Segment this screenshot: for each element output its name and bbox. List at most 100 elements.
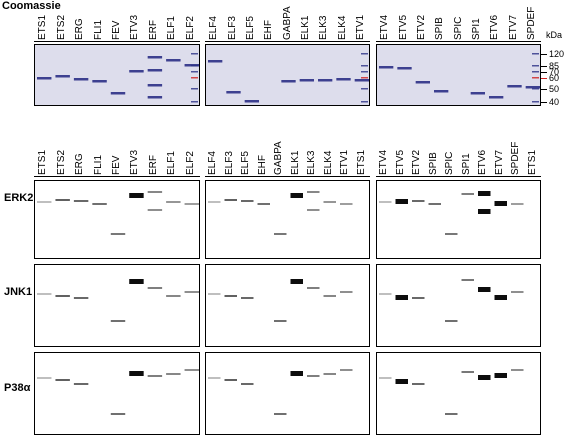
- blot-band: [55, 379, 70, 381]
- blot-band: [208, 293, 221, 295]
- blot-row-label-2: JNK1: [4, 286, 33, 298]
- coomassie-gel-2: [205, 44, 370, 106]
- blot-band: [307, 287, 320, 289]
- kda-marker-70: 70: [549, 67, 560, 77]
- blot-band: [184, 203, 199, 205]
- lane-label-underline: [376, 176, 541, 177]
- blot-band: [224, 199, 237, 201]
- bottom-lane-spib-2-3: SPIB: [427, 152, 439, 175]
- blot-0-1: [205, 180, 370, 259]
- ladder-band: [532, 77, 539, 79]
- bottom-lane-elk3-1-6: ELK3: [306, 150, 318, 175]
- protein-band: [226, 91, 241, 94]
- ladder-band: [532, 71, 539, 73]
- lane-label-underline: [34, 41, 200, 42]
- blot-band: [478, 375, 491, 380]
- blot-row-label-3: P38α: [4, 382, 31, 394]
- bottom-lane-etv4-2-0: ETV4: [378, 149, 390, 175]
- top-lane-erf-0-6: ERF: [147, 20, 159, 40]
- ladder-band: [361, 53, 368, 55]
- blot-band: [166, 373, 181, 375]
- bottom-lane-elf4-1-0: ELF4: [207, 151, 219, 175]
- blot-1-1: [205, 264, 370, 347]
- top-lane-ehf-1-3: EHF: [263, 20, 275, 40]
- bottom-lane-ets1-0-0: ETS1: [37, 149, 49, 175]
- protein-band: [336, 78, 351, 81]
- top-lane-fli1-0-3: FLI1: [92, 19, 104, 40]
- ladder-band: [191, 53, 198, 55]
- protein-band: [166, 59, 181, 62]
- blot-band: [428, 203, 441, 205]
- blot-band: [147, 209, 163, 211]
- top-lane-etv2-2-2: ETV2: [415, 14, 427, 40]
- top-lane-etv5-2-1: ETV5: [397, 14, 409, 40]
- blot-band: [55, 199, 70, 201]
- blot-band: [73, 297, 89, 299]
- blot-band: [241, 383, 254, 385]
- blot-band: [511, 369, 524, 371]
- kda-marker-120: 120: [549, 49, 565, 59]
- blot-0-2-bands: [379, 191, 524, 235]
- kda-tick: [541, 72, 547, 73]
- blot-band: [290, 279, 303, 284]
- top-lane-spdef-2-8: SPDEF: [525, 6, 537, 40]
- top-lane-elf2-0-8: ELF2: [184, 16, 196, 40]
- protein-band: [397, 67, 412, 70]
- top-lane-ets1-0-0: ETS1: [37, 14, 49, 40]
- top-lane-elf3-1-1: ELF3: [226, 16, 238, 40]
- kda-tick: [541, 89, 547, 90]
- bottom-lane-ets1-1-9: ETS1: [355, 149, 367, 175]
- bottom-lane-elk4-1-7: ELK4: [322, 150, 334, 175]
- blot-band: [340, 369, 353, 371]
- ladder-band: [361, 65, 368, 67]
- coomassie-gel-1-bands: [37, 53, 199, 103]
- top-lane-spic-2-4: SPIC: [452, 16, 464, 40]
- top-lane-etv3-0-5: ETV3: [129, 14, 141, 40]
- blot-band: [478, 191, 491, 196]
- top-lane-spib-2-3: SPIB: [434, 17, 446, 40]
- bottom-lane-fli1-0-3: FLI1: [92, 154, 104, 175]
- bottom-lane-etv5-2-1: ETV5: [394, 149, 406, 175]
- top-lane-erg-0-2: ERG: [74, 18, 86, 40]
- bottom-lane-elf3-1-1: ELF3: [223, 151, 235, 175]
- blot-band: [274, 233, 287, 235]
- bottom-lane-gabpa-1-4: GABPA: [273, 141, 285, 175]
- blot-band: [37, 377, 52, 379]
- protein-band: [281, 80, 296, 83]
- blot-band: [257, 203, 270, 205]
- blot-0-0-bands: [37, 191, 199, 235]
- blot-band: [461, 279, 474, 281]
- protein-band: [489, 96, 504, 99]
- blot-band: [73, 383, 89, 385]
- bottom-lane-fev-0-4: FEV: [111, 155, 122, 175]
- coomassie-gel-3-bands: [379, 53, 540, 103]
- protein-band: [299, 79, 314, 82]
- blot-band: [340, 291, 353, 293]
- bottom-lane-ehf-1-3: EHF: [256, 155, 268, 175]
- blot-band: [494, 373, 507, 378]
- blot-band: [224, 379, 237, 381]
- blot-0-0: [34, 180, 200, 259]
- protein-band: [470, 92, 485, 95]
- protein-band: [244, 100, 259, 103]
- kda-tick: [541, 54, 547, 55]
- lane-label-underline: [205, 176, 370, 177]
- bottom-lane-ets2-0-1: ETS2: [55, 149, 67, 175]
- blot-band: [241, 297, 254, 299]
- ladder-band: [532, 88, 539, 90]
- ladder-band: [191, 65, 198, 67]
- protein-band: [147, 56, 163, 59]
- blot-band: [110, 233, 126, 235]
- blot-band: [166, 295, 181, 297]
- blot-band: [494, 201, 507, 206]
- blot-band: [129, 371, 144, 376]
- ladder-band: [191, 88, 198, 90]
- bottom-lane-etv6-2-6: ETV6: [477, 149, 489, 175]
- bottom-lane-spi1-2-5: SPI1: [460, 153, 472, 175]
- blot-band: [379, 377, 392, 379]
- top-lane-elf5-1-2: ELF5: [244, 16, 256, 40]
- bottom-lane-ets1-2-9: ETS1: [526, 149, 538, 175]
- blot-band: [412, 200, 425, 202]
- blot-2-0: [34, 352, 200, 435]
- blot-band: [208, 201, 221, 203]
